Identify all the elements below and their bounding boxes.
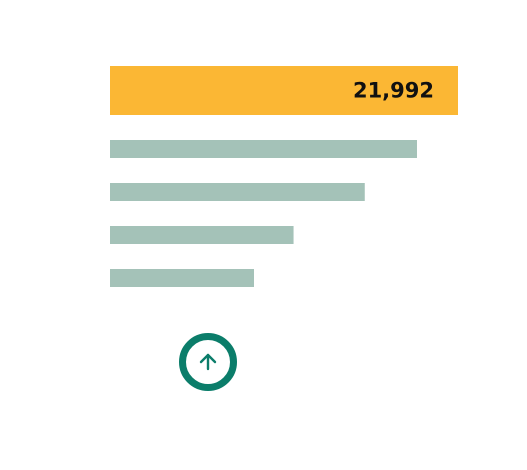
arrow-up-icon bbox=[199, 353, 217, 371]
scroll-up-button[interactable] bbox=[179, 333, 237, 391]
bar-5 bbox=[110, 269, 254, 287]
bar-3 bbox=[110, 183, 365, 201]
bar-2 bbox=[110, 140, 417, 158]
bar-value-label: 21,992 bbox=[353, 79, 434, 103]
bar-4 bbox=[110, 226, 294, 244]
bar-highlight bbox=[110, 66, 458, 115]
